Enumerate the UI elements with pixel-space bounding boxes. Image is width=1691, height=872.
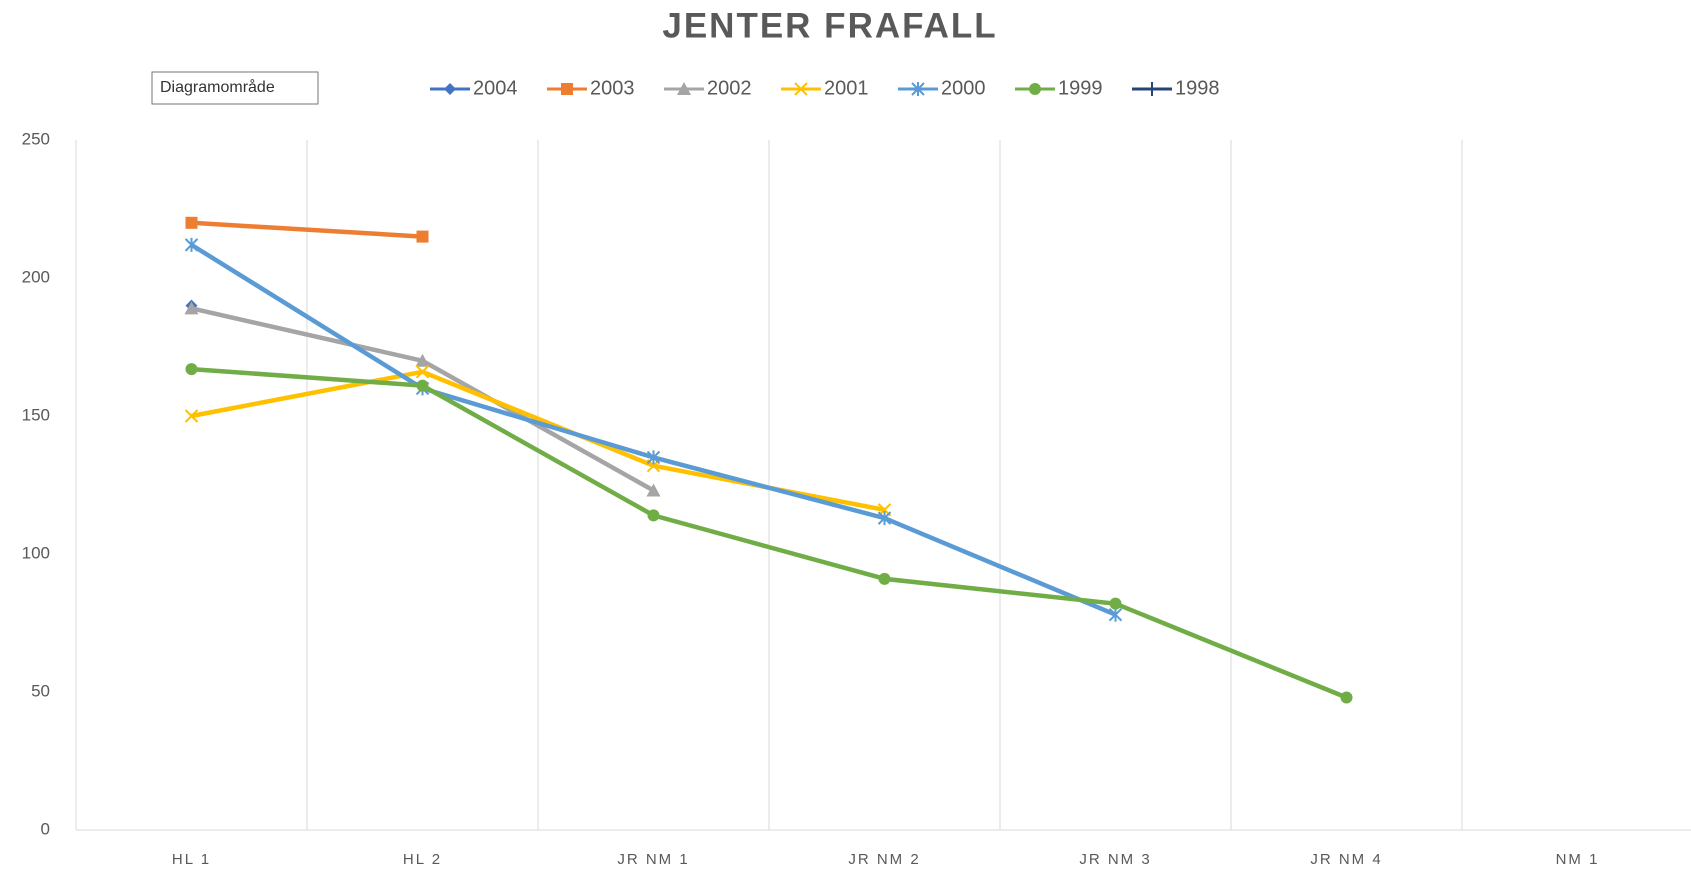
series-line: [191, 220, 423, 239]
marker: [415, 353, 430, 367]
marker: [647, 509, 660, 522]
y-tick-label: 150: [22, 405, 50, 424]
y-tick-label: 100: [22, 543, 50, 562]
marker: [646, 450, 661, 465]
marker: [184, 237, 199, 252]
series-line: [191, 306, 655, 493]
legend-marker: [794, 82, 808, 96]
marker: [185, 216, 198, 229]
legend-marker: [911, 82, 925, 96]
legend-label: 2001: [824, 77, 869, 99]
marker: [184, 409, 199, 423]
marker: [185, 363, 198, 376]
x-tick-label: JR NM 4: [1310, 851, 1382, 868]
marker: [415, 365, 430, 379]
series-line: [191, 366, 1348, 700]
legend-label: 1999: [1058, 77, 1103, 99]
series-line: [190, 242, 1117, 617]
x-tick-label: HL 2: [403, 851, 442, 868]
tooltip-box: [151, 71, 319, 105]
marker: [184, 301, 199, 315]
legend-label: 2004: [473, 77, 518, 99]
y-tick-label: 200: [22, 267, 50, 286]
x-tick-label: JR NM 3: [1079, 851, 1151, 868]
y-tick-label: 50: [31, 681, 50, 700]
legend-marker: [561, 83, 573, 95]
marker: [416, 379, 429, 392]
x-tick-label: HL 1: [172, 851, 211, 868]
chart-title: JENTER FRAFALL: [662, 6, 997, 45]
marker: [416, 230, 429, 243]
y-tick-label: 250: [22, 129, 50, 148]
legend-label: 2000: [941, 77, 986, 99]
marker: [1340, 691, 1353, 704]
y-tick-label: 0: [41, 819, 50, 838]
tooltip: Diagramområde: [160, 78, 275, 96]
x-tick-label: JR NM 1: [617, 851, 689, 868]
x-tick-label: JR NM 2: [848, 851, 920, 868]
marker: [1109, 597, 1122, 610]
legend-marker: [444, 83, 456, 95]
legend-label: 2003: [590, 77, 635, 99]
marker: [877, 511, 892, 526]
marker: [878, 572, 891, 585]
marker: [1108, 607, 1123, 622]
legend-label: 1998: [1175, 77, 1220, 99]
legend-marker: [1029, 83, 1041, 95]
x-tick-label: NM 1: [1556, 851, 1600, 868]
legend-marker: [1145, 82, 1159, 96]
legend-label: 2002: [707, 77, 752, 99]
legend-marker: [677, 82, 691, 95]
marker: [646, 483, 661, 497]
